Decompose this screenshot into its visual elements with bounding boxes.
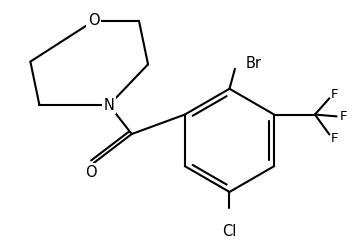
Text: Br: Br <box>246 56 262 71</box>
Text: O: O <box>88 13 100 28</box>
Text: O: O <box>85 165 97 180</box>
Text: F: F <box>331 132 339 145</box>
Text: F: F <box>340 110 348 123</box>
Text: N: N <box>104 98 114 113</box>
Text: Cl: Cl <box>222 224 237 239</box>
Text: F: F <box>331 88 339 101</box>
